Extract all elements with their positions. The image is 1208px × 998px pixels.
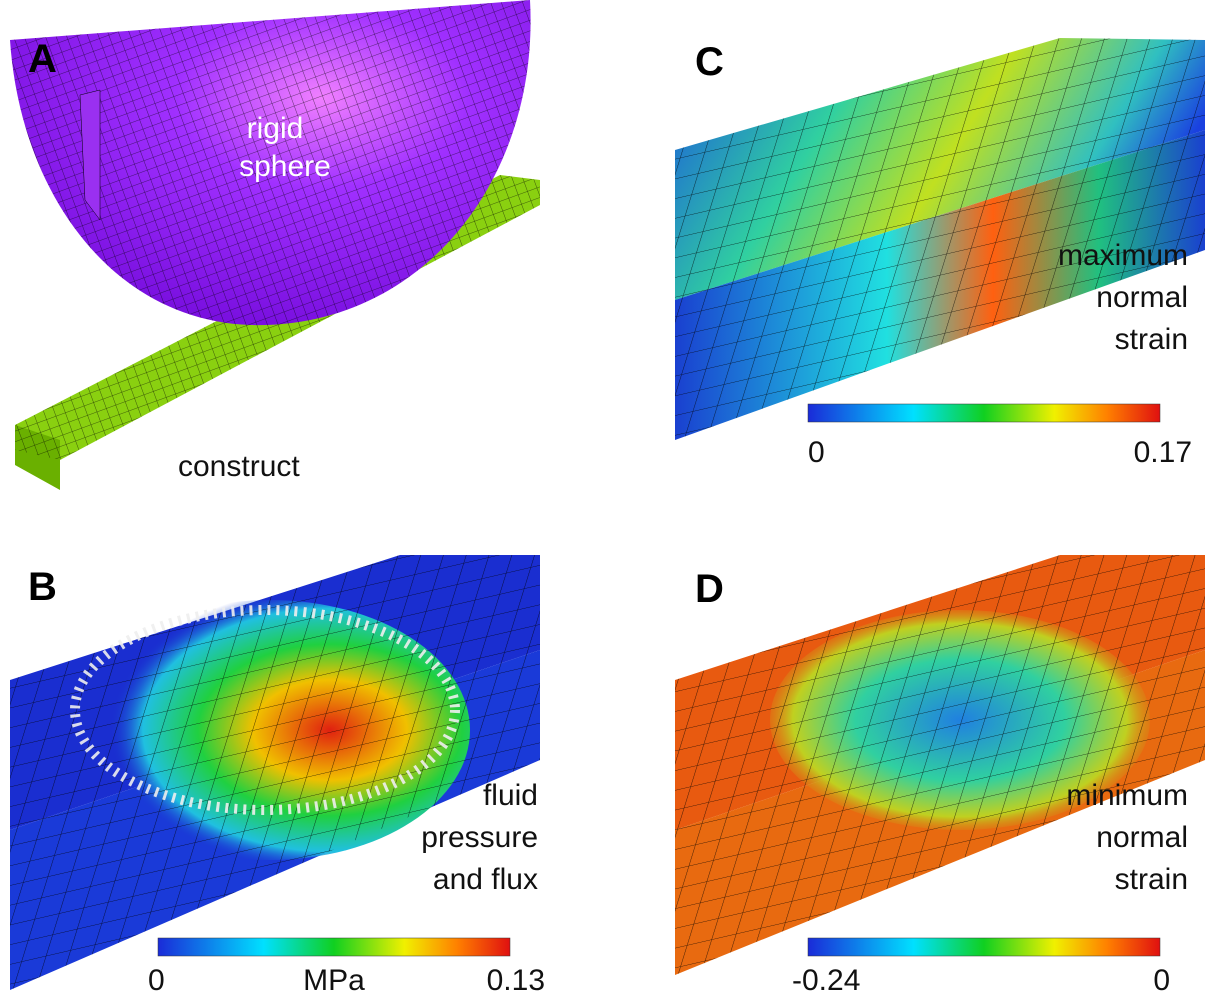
flux-vectors [70, 605, 460, 815]
caption: maximum [1058, 239, 1188, 272]
panel-label: C [695, 40, 724, 84]
panel-c: C [675, 38, 1205, 440]
sphere-label: sphere [239, 150, 331, 183]
panel-d: D [675, 555, 1205, 975]
colorbar-max: 0.13 [487, 964, 545, 997]
caption: strain [1115, 323, 1188, 356]
panel-label: B [28, 565, 57, 609]
colorbar-max: 0.17 [1134, 436, 1192, 469]
caption: pressure [421, 821, 538, 854]
caption: normal [1096, 821, 1188, 854]
colorbar-unit: MPa [303, 964, 365, 997]
panel-label: A [28, 37, 57, 81]
panel-b: B [10, 555, 540, 990]
caption: and flux [433, 863, 538, 896]
sphere-mesh [10, 0, 531, 326]
colorbar [157, 937, 511, 957]
slab-mesh [675, 38, 1205, 440]
sphere-rim [79, 89, 101, 221]
construct-label: construct [178, 450, 300, 483]
colorbar [807, 403, 1161, 423]
caption: fluid [483, 779, 538, 812]
panel-label: D [695, 567, 724, 611]
caption: strain [1115, 863, 1188, 896]
colorbar [807, 937, 1161, 957]
slab-mesh [10, 555, 540, 990]
panel-a: A rigid sphere construct [10, 0, 540, 490]
colorbar-min: -0.24 [792, 964, 860, 997]
colorbar-max: 0 [1153, 964, 1170, 997]
captions: maximum normal strain 0 0.17 fluid pressure and… [148, 239, 1192, 997]
colorbar-min: 0 [148, 964, 165, 997]
slab-mesh [675, 555, 1205, 975]
sphere-label: rigid [247, 112, 304, 145]
colorbar-min: 0 [808, 436, 825, 469]
caption: minimum [1066, 779, 1188, 812]
caption: normal [1096, 281, 1188, 314]
